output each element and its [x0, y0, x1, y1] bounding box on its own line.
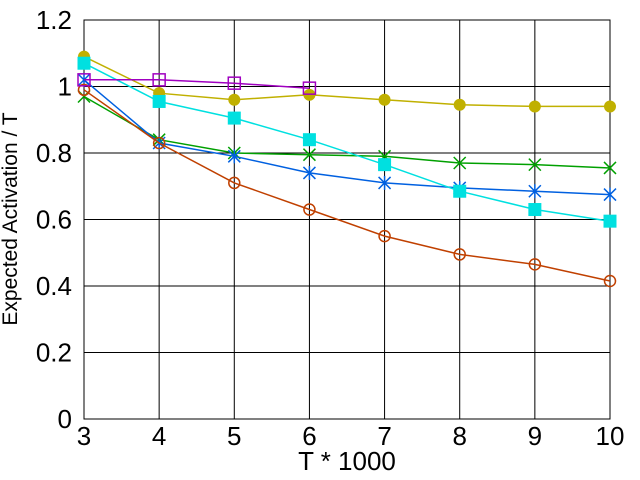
- x-tick-label: 7: [377, 421, 391, 451]
- y-tick-label: 0.4: [36, 271, 72, 301]
- data-point: [77, 73, 91, 87]
- data-point: [528, 100, 541, 113]
- data-point: [228, 176, 241, 190]
- axis-ticks: 3 4 5 6 7 8 9 10 0 0.2 0.4 0.6 0.8 1 1.2: [36, 5, 625, 451]
- data-point: [228, 93, 241, 106]
- y-tick-label: 0.8: [36, 138, 72, 168]
- data-point: [227, 76, 242, 90]
- x-tick-label: 8: [452, 421, 466, 451]
- data-point: [302, 165, 316, 180]
- series-line: [83, 89, 611, 282]
- y-tick-label: 0: [58, 404, 72, 434]
- data-point: [77, 83, 91, 97]
- data-point: [528, 203, 542, 217]
- data-point: [378, 175, 392, 190]
- series-line: [83, 79, 611, 196]
- data-point: [604, 100, 616, 113]
- x-tick-label: 5: [227, 421, 241, 451]
- series-5: [77, 83, 617, 288]
- data-point: [453, 184, 467, 198]
- x-tick-label: 3: [77, 421, 91, 451]
- x-tick-label: 10: [596, 421, 625, 451]
- grid-lines: [84, 20, 610, 419]
- series-6: [77, 73, 317, 95]
- data-point: [603, 214, 617, 228]
- data-point: [152, 136, 166, 150]
- series-line: [84, 79, 310, 89]
- data-point: [603, 187, 617, 202]
- data-point: [453, 98, 466, 111]
- series-1: [78, 50, 616, 113]
- data-point: [378, 158, 392, 172]
- data-point: [453, 248, 466, 261]
- x-tick-label: 4: [152, 421, 166, 451]
- data-point: [77, 56, 91, 70]
- series-line: [83, 55, 610, 108]
- y-axis-title: Expected Activation / T: [0, 112, 22, 325]
- data-point: [603, 274, 617, 288]
- data-point: [302, 133, 316, 147]
- y-tick-label: 1: [58, 72, 72, 102]
- data-point: [152, 94, 166, 108]
- data-point: [227, 149, 241, 164]
- data-point: [378, 229, 391, 243]
- y-tick-label: 0.6: [36, 205, 72, 235]
- data-point: [378, 93, 391, 106]
- y-tick-label: 0.2: [36, 338, 72, 368]
- x-axis-title: T * 1000: [298, 446, 396, 476]
- data-point: [227, 111, 241, 125]
- data-point: [528, 158, 542, 172]
- data-point: [303, 203, 316, 216]
- x-tick-label: 6: [302, 421, 316, 451]
- series-group: [77, 50, 617, 288]
- data-point: [453, 156, 467, 170]
- series-line: [83, 62, 611, 222]
- data-point: [603, 161, 617, 175]
- data-point: [528, 184, 542, 199]
- series-4: [77, 56, 617, 228]
- y-tick-label: 1.2: [36, 5, 72, 35]
- data-point: [302, 81, 317, 95]
- x-tick-label: 9: [528, 421, 542, 451]
- data-point: [302, 148, 316, 162]
- data-point: [528, 258, 542, 271]
- data-point: [152, 73, 166, 87]
- series-line: [83, 95, 611, 169]
